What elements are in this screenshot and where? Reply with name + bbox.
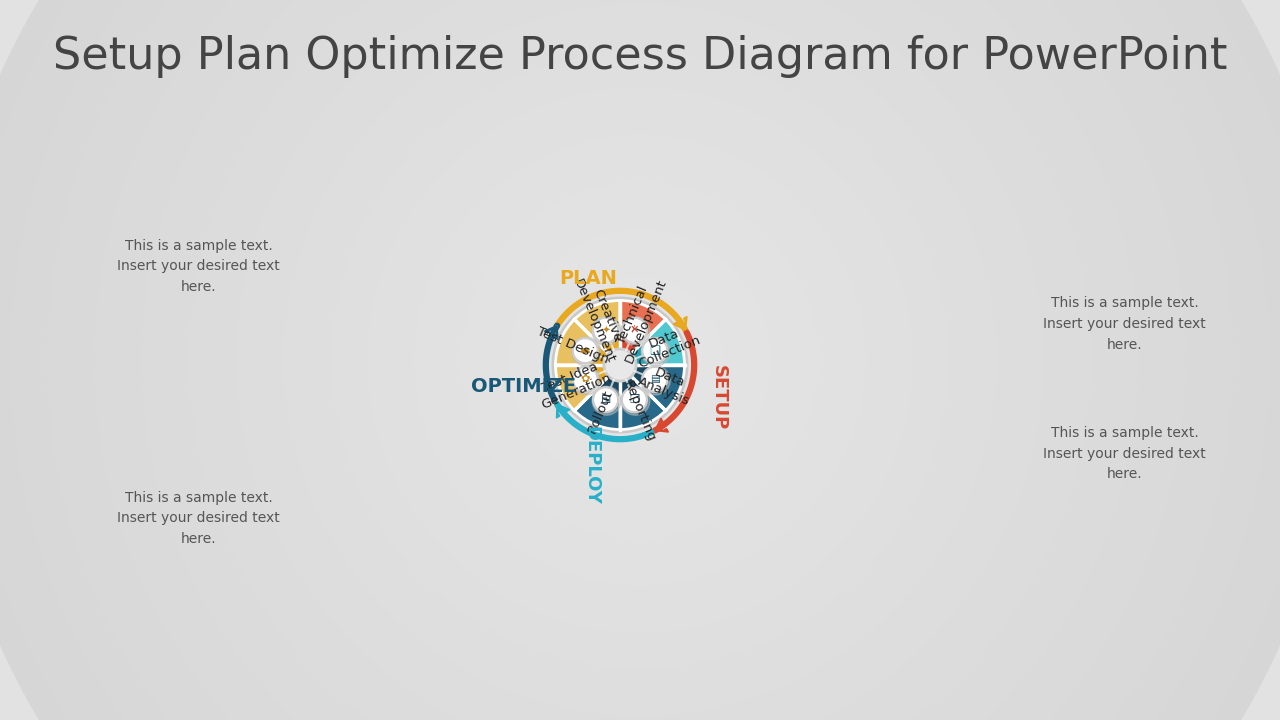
Text: Technical
Development: Technical Development [609, 271, 669, 365]
Circle shape [572, 337, 600, 366]
Text: ✦: ✦ [602, 325, 611, 336]
Circle shape [212, 0, 1068, 720]
Wedge shape [620, 300, 666, 365]
Text: ✿: ✿ [581, 374, 590, 384]
Circle shape [129, 0, 1151, 720]
Circle shape [622, 387, 646, 413]
Wedge shape [620, 320, 685, 365]
Circle shape [307, 28, 973, 692]
Circle shape [568, 289, 712, 431]
Text: DEPLOY: DEPLOY [582, 426, 600, 505]
Circle shape [379, 99, 901, 621]
Wedge shape [631, 336, 660, 365]
Circle shape [390, 111, 890, 609]
Wedge shape [591, 324, 620, 354]
Wedge shape [579, 365, 608, 394]
Circle shape [438, 158, 842, 562]
Text: OPTIMIZE: OPTIMIZE [471, 377, 576, 396]
Wedge shape [556, 365, 620, 410]
Wedge shape [631, 365, 660, 394]
Circle shape [593, 387, 618, 413]
Circle shape [572, 338, 598, 363]
Circle shape [154, 0, 1126, 720]
Circle shape [35, 0, 1245, 720]
Circle shape [415, 135, 865, 585]
Text: SETUP: SETUP [710, 364, 728, 430]
Text: ▤: ▤ [650, 374, 659, 384]
Circle shape [641, 337, 671, 366]
Circle shape [237, 0, 1043, 720]
Circle shape [572, 366, 600, 395]
Wedge shape [575, 365, 620, 430]
Text: Setup Plan Optimize Process Diagram for PowerPoint: Setup Plan Optimize Process Diagram for … [52, 35, 1228, 78]
Circle shape [23, 0, 1257, 720]
FancyArrow shape [557, 405, 570, 418]
Circle shape [82, 0, 1198, 720]
Circle shape [643, 338, 667, 363]
FancyArrow shape [549, 325, 558, 335]
Circle shape [403, 122, 877, 598]
Circle shape [622, 318, 646, 343]
Wedge shape [620, 377, 649, 406]
Circle shape [260, 0, 1020, 720]
Wedge shape [620, 324, 649, 354]
Text: Rollout: Rollout [586, 388, 616, 436]
Wedge shape [591, 377, 620, 406]
Circle shape [426, 146, 854, 574]
Circle shape [12, 0, 1268, 720]
Circle shape [604, 325, 676, 395]
Circle shape [332, 52, 948, 668]
Text: Test Idea
Generation: Test Idea Generation [534, 357, 613, 412]
Circle shape [70, 0, 1210, 720]
Text: PLAN: PLAN [559, 269, 617, 288]
Circle shape [343, 63, 937, 657]
Wedge shape [575, 300, 620, 365]
Circle shape [593, 317, 621, 346]
Text: Test Design: Test Design [535, 325, 611, 366]
Circle shape [581, 301, 699, 419]
Circle shape [621, 317, 650, 346]
Circle shape [534, 253, 746, 467]
Circle shape [509, 230, 771, 490]
Circle shape [142, 0, 1138, 720]
Circle shape [593, 312, 687, 408]
Circle shape [165, 0, 1115, 720]
Circle shape [593, 387, 621, 415]
Circle shape [562, 307, 677, 423]
FancyArrow shape [544, 325, 558, 339]
Text: This is a sample text.
Insert your desired text
here.: This is a sample text. Insert your desir… [116, 239, 280, 294]
Circle shape [474, 194, 806, 526]
Text: Data
Analysis: Data Analysis [636, 361, 698, 408]
FancyArrow shape [673, 317, 687, 330]
Circle shape [521, 241, 759, 479]
Circle shape [284, 4, 996, 716]
Text: This is a sample text.
Insert your desired text
here.: This is a sample text. Insert your desir… [1043, 297, 1206, 351]
Circle shape [201, 0, 1079, 720]
Circle shape [593, 318, 618, 343]
Circle shape [604, 349, 636, 381]
Circle shape [557, 277, 723, 443]
Circle shape [296, 16, 984, 704]
Wedge shape [556, 320, 620, 365]
Circle shape [616, 336, 664, 384]
Circle shape [248, 0, 1032, 720]
Circle shape [189, 0, 1091, 720]
Text: /: / [632, 325, 635, 334]
Circle shape [643, 367, 667, 392]
Text: Reporting: Reporting [621, 379, 658, 444]
Circle shape [628, 348, 652, 372]
Circle shape [621, 387, 650, 415]
Text: ❑: ❑ [649, 344, 660, 357]
Circle shape [641, 366, 671, 395]
Wedge shape [620, 365, 685, 410]
Wedge shape [620, 365, 666, 430]
Circle shape [178, 0, 1102, 720]
Circle shape [59, 0, 1221, 720]
Circle shape [118, 0, 1162, 720]
Text: ✕: ✕ [630, 325, 639, 336]
Circle shape [545, 265, 735, 455]
Circle shape [47, 0, 1233, 720]
